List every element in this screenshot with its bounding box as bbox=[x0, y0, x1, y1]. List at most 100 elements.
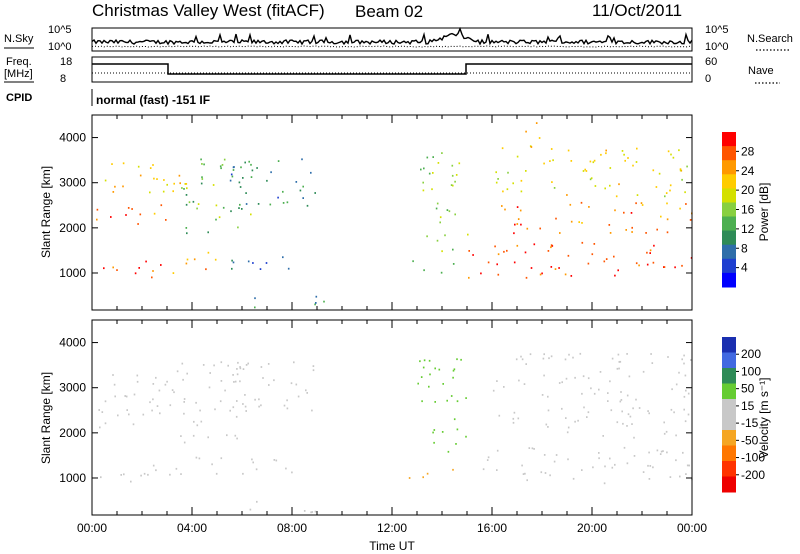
data-point bbox=[667, 356, 669, 358]
data-point bbox=[570, 220, 573, 223]
data-point bbox=[619, 400, 622, 403]
data-point bbox=[609, 457, 611, 460]
data-point bbox=[250, 163, 252, 166]
data-point bbox=[132, 423, 135, 426]
data-point bbox=[203, 163, 205, 166]
data-point bbox=[547, 395, 549, 398]
data-point bbox=[547, 426, 549, 428]
data-point bbox=[579, 352, 582, 355]
plot-title: Christmas Valley West (fitACF) bbox=[92, 1, 325, 20]
data-point bbox=[446, 209, 449, 211]
freq-right-tick-bottom: 0 bbox=[705, 73, 711, 85]
data-point bbox=[295, 181, 298, 183]
data-point bbox=[173, 182, 175, 185]
colorbar-tick-label: 16 bbox=[741, 203, 755, 217]
data-point bbox=[526, 227, 529, 230]
data-point bbox=[652, 466, 654, 469]
data-point bbox=[553, 460, 556, 463]
data-point bbox=[517, 417, 520, 420]
data-region bbox=[468, 241, 693, 279]
ytick-label: 1000 bbox=[59, 266, 86, 280]
data-point bbox=[531, 447, 534, 450]
colorbar-segment bbox=[722, 368, 736, 384]
data-point bbox=[648, 451, 650, 454]
data-point bbox=[543, 353, 545, 356]
power-data-layer bbox=[96, 122, 693, 309]
data-region bbox=[103, 260, 162, 279]
data-point bbox=[96, 218, 98, 221]
data-point bbox=[593, 243, 596, 245]
data-point bbox=[626, 462, 629, 465]
data-point bbox=[247, 362, 249, 365]
data-point bbox=[684, 374, 687, 377]
data-point bbox=[164, 383, 167, 386]
data-point bbox=[220, 361, 223, 364]
data-point bbox=[412, 260, 414, 263]
data-point bbox=[231, 259, 233, 262]
data-point bbox=[516, 155, 519, 158]
data-point bbox=[681, 358, 683, 361]
data-point bbox=[636, 194, 639, 196]
data-point bbox=[245, 203, 248, 205]
data-point bbox=[456, 358, 458, 361]
data-point bbox=[480, 272, 482, 275]
data-point bbox=[295, 383, 298, 386]
data-point bbox=[460, 358, 462, 361]
data-point bbox=[260, 404, 262, 407]
data-point bbox=[567, 426, 570, 429]
data-point bbox=[96, 208, 99, 211]
data-region bbox=[232, 361, 315, 412]
data-point bbox=[496, 449, 499, 452]
data-point bbox=[633, 436, 635, 439]
x-axis-label: Time UT bbox=[369, 539, 415, 553]
data-point bbox=[675, 383, 678, 386]
data-point bbox=[502, 190, 504, 193]
data-point bbox=[585, 170, 588, 172]
data-point bbox=[110, 216, 112, 218]
data-point bbox=[442, 383, 444, 385]
data-point bbox=[453, 418, 456, 421]
data-point bbox=[496, 469, 498, 471]
data-point bbox=[688, 464, 690, 467]
data-point bbox=[564, 358, 567, 361]
data-point bbox=[232, 261, 235, 264]
power-panel: Slant Range [km] 1000 2000 3000 4000 28 24 20… bbox=[39, 114, 771, 311]
data-point bbox=[548, 357, 550, 360]
data-point bbox=[200, 420, 203, 423]
data-point bbox=[649, 252, 651, 254]
data-point bbox=[200, 158, 202, 161]
data-point bbox=[604, 187, 606, 190]
data-point bbox=[145, 260, 147, 263]
data-point bbox=[679, 475, 681, 478]
data-point bbox=[646, 251, 648, 254]
data-region bbox=[229, 158, 316, 207]
data-point bbox=[629, 415, 632, 418]
power-colorbar: 28 24 20 16 12 8 4 bbox=[722, 132, 755, 288]
data-point bbox=[686, 165, 688, 168]
colorbar-tick-label: 15 bbox=[741, 399, 755, 413]
colorbar-segment bbox=[722, 230, 736, 246]
data-point bbox=[270, 171, 272, 174]
data-point bbox=[117, 414, 119, 417]
data-point bbox=[260, 366, 263, 368]
freq-trace bbox=[92, 63, 692, 75]
data-point bbox=[312, 369, 315, 372]
data-point bbox=[672, 156, 675, 159]
data-point bbox=[198, 457, 201, 460]
data-point bbox=[422, 476, 424, 479]
data-point bbox=[486, 459, 489, 461]
freq-panel: Freq. [MHz] 18 8 60 0 Nave bbox=[4, 56, 780, 85]
data-point bbox=[616, 367, 619, 370]
data-point bbox=[530, 267, 533, 269]
data-point bbox=[436, 239, 439, 242]
data-point bbox=[419, 360, 421, 363]
data-point bbox=[432, 172, 434, 174]
data-point bbox=[603, 482, 606, 485]
data-point bbox=[179, 182, 181, 185]
data-point bbox=[550, 355, 553, 358]
colorbar-segment bbox=[722, 160, 736, 175]
data-point bbox=[660, 215, 662, 218]
data-point bbox=[149, 191, 151, 194]
data-point bbox=[152, 398, 154, 401]
data-point bbox=[522, 473, 525, 475]
